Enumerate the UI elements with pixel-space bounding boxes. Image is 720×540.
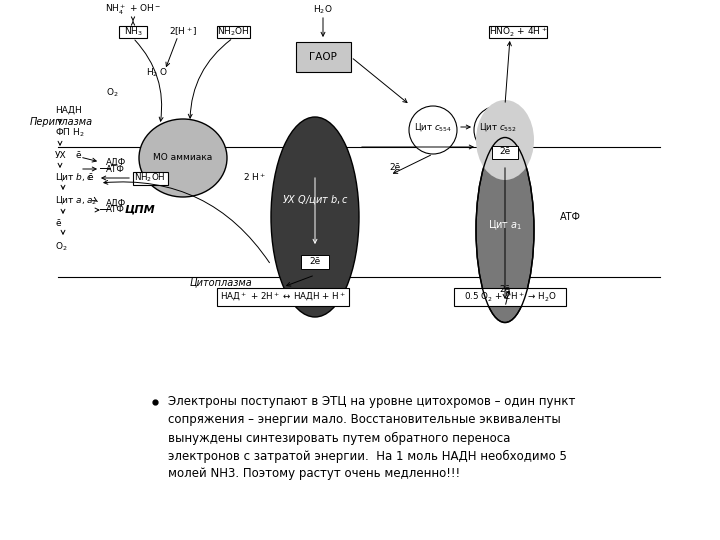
Bar	[217, 26, 250, 38]
Text: NH$_4^+$ + OH$^-$: NH$_4^+$ + OH$^-$	[105, 3, 161, 17]
Bar	[217, 288, 349, 306]
Ellipse shape	[271, 117, 359, 317]
Ellipse shape	[474, 106, 522, 154]
Text: ē: ē	[55, 219, 60, 228]
Text: АДФ: АДФ	[106, 199, 126, 207]
Text: Цит $a_1$: Цит $a_1$	[488, 218, 522, 232]
Text: Цит $c_{552}$: Цит $c_{552}$	[479, 121, 517, 133]
Text: H$_2$ O: H$_2$ O	[145, 67, 168, 79]
Text: ГАОР: ГАОР	[309, 52, 337, 62]
Text: O$_2$: O$_2$	[106, 87, 118, 99]
Text: НАД$^+$ + 2Н$^+$ ↔ НАДН + Н$^+$: НАД$^+$ + 2Н$^+$ ↔ НАДН + Н$^+$	[220, 291, 346, 303]
Text: 2ē: 2ē	[310, 258, 320, 267]
Text: Цит $b, c$: Цит $b, c$	[55, 171, 93, 183]
Text: 2ē: 2ē	[500, 147, 510, 157]
Text: 2ē: 2ē	[500, 286, 510, 294]
Text: 2 H$^+$: 2 H$^+$	[243, 171, 266, 183]
Text: Электроны поступают в ЭТЦ на уровне цитохромов – один пункт: Электроны поступают в ЭТЦ на уровне цито…	[168, 395, 575, 408]
Text: Цитоплазма: Цитоплазма	[190, 277, 253, 287]
Text: ē: ē	[88, 172, 94, 181]
Text: 2ē: 2ē	[390, 163, 400, 172]
Text: АТФ: АТФ	[106, 165, 125, 173]
Text: молей NH3. Поэтому растут очень медленно!!!: молей NH3. Поэтому растут очень медленно…	[168, 468, 460, 481]
Text: O$_2$: O$_2$	[55, 241, 68, 253]
Text: электронов с затратой энергии.  На 1 моль НАДН необходимо 5: электронов с затратой энергии. На 1 моль…	[168, 449, 567, 463]
Text: АДФ: АДФ	[106, 158, 126, 166]
Text: HNO$_2$ + 4H$^+$: HNO$_2$ + 4H$^+$	[489, 25, 547, 38]
Text: сопряжения – энергии мало. Восстановительные эквиваленты: сопряжения – энергии мало. Восстановител…	[168, 414, 561, 427]
Bar	[301, 255, 329, 269]
Text: 0.5 O$_2$ + 2H$^+$ → H$_2$O: 0.5 O$_2$ + 2H$^+$ → H$_2$O	[464, 291, 557, 303]
Text: ЦПМ: ЦПМ	[125, 205, 156, 215]
Text: УХ Q/цит $b, c$: УХ Q/цит $b, c$	[282, 193, 348, 206]
Bar	[492, 145, 518, 159]
Text: Цит $c_{554}$: Цит $c_{554}$	[414, 121, 452, 133]
Text: ФП Н$_2$: ФП Н$_2$	[55, 127, 85, 139]
Text: NH$_3$: NH$_3$	[124, 26, 143, 38]
Text: ē: ē	[75, 151, 81, 159]
Text: МО аммиака: МО аммиака	[153, 153, 212, 163]
Text: НАДН: НАДН	[55, 105, 82, 114]
Text: H$_2$O: H$_2$O	[313, 4, 333, 16]
Text: УХ: УХ	[55, 151, 67, 159]
Text: NH$_2$OH: NH$_2$OH	[217, 26, 249, 38]
Text: Периплазма: Периплазма	[30, 117, 93, 127]
Text: АТФ: АТФ	[106, 206, 125, 214]
Bar	[489, 26, 547, 38]
Ellipse shape	[476, 138, 534, 322]
Bar	[119, 26, 147, 38]
Ellipse shape	[139, 119, 227, 197]
Text: NH$_2$OH: NH$_2$OH	[134, 172, 166, 184]
Text: вынуждены синтезировать путем обратного переноса: вынуждены синтезировать путем обратного …	[168, 431, 510, 444]
Ellipse shape	[409, 106, 457, 154]
Text: Цит $a, a_2$: Цит $a, a_2$	[55, 194, 97, 206]
Bar	[132, 172, 168, 185]
Text: 2[H$^+$]: 2[H$^+$]	[168, 26, 197, 38]
Bar	[454, 288, 566, 306]
Bar	[295, 42, 351, 72]
Ellipse shape	[476, 100, 534, 180]
Text: АТФ: АТФ	[560, 212, 581, 222]
